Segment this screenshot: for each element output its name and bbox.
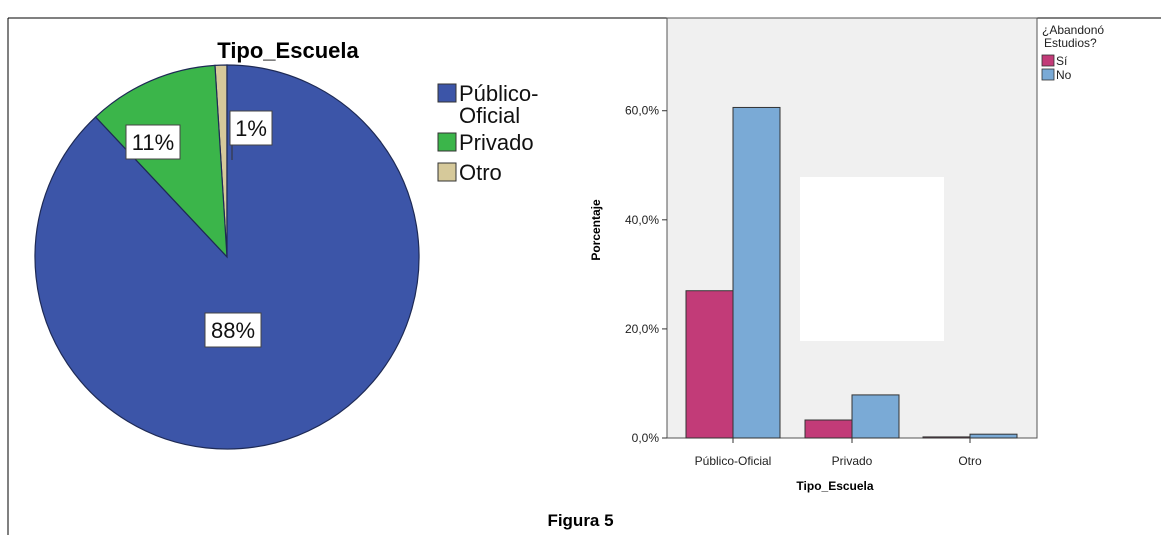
bars xyxy=(685,106,1018,439)
x-tick-label-publico-oficial: Público-Oficial xyxy=(695,454,772,468)
y-tick-label: 0,0% xyxy=(632,431,660,445)
bar-legend-title-line-1: ¿Abandonó xyxy=(1042,23,1104,37)
bar-chart: 0,0% 20,0% 40,0% 60,0% Público-Oficial Priva… xyxy=(589,17,1104,493)
x-tick-label-privado: Privado xyxy=(832,454,873,468)
bar-legend-label-si: Sí xyxy=(1056,54,1068,68)
y-axis-label: Porcentaje xyxy=(589,199,603,261)
pie-data-label-otro: 1% xyxy=(235,116,267,141)
pie-slice-publico-oficial xyxy=(34,64,420,450)
pie-data-label-privado: 11% xyxy=(132,130,174,155)
pie-title: Tipo_Escuela xyxy=(217,38,359,63)
pie-legend-swatch-otro xyxy=(437,162,457,182)
pie-data-label-box-otro xyxy=(229,110,273,146)
bar-publico-oficial-si xyxy=(685,290,734,439)
pie-chart: Tipo_Escuela 88% 11% 1% Público-OficialPri… xyxy=(34,38,538,450)
pie-slices xyxy=(34,64,420,450)
y-tick-label: 40,0% xyxy=(625,213,659,227)
y-axis-ticks: 0,0% 20,0% 40,0% 60,0% xyxy=(625,104,667,445)
figure-caption: Figura 5 xyxy=(547,511,614,530)
pie-legend-label-publico-oficial-line-2: Oficial xyxy=(459,103,520,128)
x-axis-ticks: Público-Oficial Privado Otro xyxy=(695,438,982,468)
pie-legend-label-publico-oficial-line-1: Público- xyxy=(459,81,538,106)
y-tick-label: 60,0% xyxy=(625,104,659,118)
bar-legend-title-line-2: Estudios? xyxy=(1044,36,1097,50)
pie-legend-label-privado: Privado xyxy=(459,130,534,155)
pie-legend-swatch-privado xyxy=(437,132,457,152)
x-tick-label-otro: Otro xyxy=(958,454,982,468)
pie-data-labels: 88% 11% 1% xyxy=(125,110,273,348)
bar-privado-si xyxy=(804,419,853,439)
bar-legend-label-no: No xyxy=(1056,68,1072,82)
pie-data-label-box-publico-oficial xyxy=(204,312,262,348)
bar-legend-swatch-si xyxy=(1041,54,1055,67)
bar-publico-oficial-no xyxy=(732,106,781,439)
pie-data-label-publico-oficial: 88% xyxy=(211,318,255,343)
bar-otro-no xyxy=(969,433,1018,439)
pie-data-label-box-privado xyxy=(125,124,181,160)
blank-overlay xyxy=(800,177,944,341)
bar-privado-no xyxy=(851,394,900,439)
bar-otro-si xyxy=(922,436,971,439)
pie-slice-privado xyxy=(94,64,228,259)
pie-legend-swatch-publico-oficial xyxy=(437,83,457,103)
bar-legend-swatch-no xyxy=(1041,68,1055,81)
y-tick-label: 20,0% xyxy=(625,322,659,336)
x-axis-label: Tipo_Escuela xyxy=(796,479,873,493)
pie-legend-label-otro: Otro xyxy=(459,160,502,185)
